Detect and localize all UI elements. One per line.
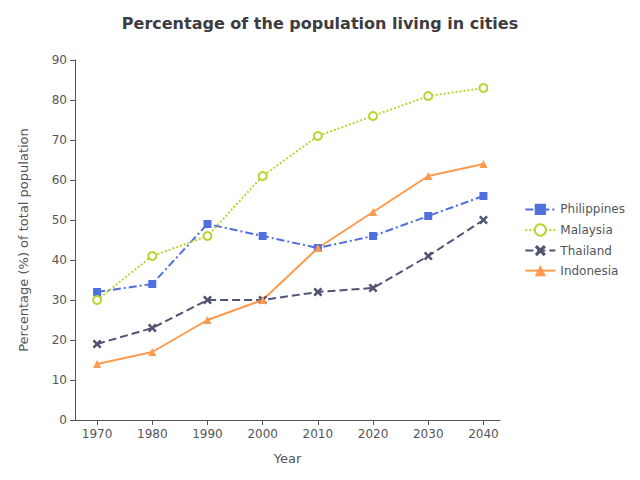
svg-text:1980: 1980	[137, 427, 168, 441]
svg-text:Year: Year	[273, 451, 302, 466]
svg-text:Thailand: Thailand	[559, 244, 612, 258]
svg-text:70: 70	[52, 133, 67, 147]
svg-text:Percentage of the population l: Percentage of the population living in c…	[122, 14, 518, 33]
svg-text:2000: 2000	[247, 427, 278, 441]
svg-text:80: 80	[52, 93, 67, 107]
svg-text:1990: 1990	[192, 427, 223, 441]
svg-text:2030: 2030	[413, 427, 444, 441]
svg-text:0: 0	[59, 413, 67, 427]
svg-text:90: 90	[52, 53, 67, 67]
svg-text:50: 50	[52, 213, 67, 227]
svg-text:Philippines: Philippines	[560, 202, 625, 216]
svg-text:20: 20	[52, 333, 67, 347]
svg-text:30: 30	[52, 293, 67, 307]
svg-text:40: 40	[52, 253, 67, 267]
svg-text:1970: 1970	[82, 427, 113, 441]
svg-text:Percentage (%) of total popula: Percentage (%) of total population	[16, 128, 31, 352]
svg-text:2040: 2040	[468, 427, 499, 441]
svg-text:10: 10	[52, 373, 67, 387]
svg-text:60: 60	[52, 173, 67, 187]
svg-text:Malaysia: Malaysia	[560, 223, 612, 237]
svg-text:2020: 2020	[358, 427, 389, 441]
svg-text:Indonesia: Indonesia	[560, 264, 618, 278]
svg-text:2010: 2010	[303, 427, 334, 441]
